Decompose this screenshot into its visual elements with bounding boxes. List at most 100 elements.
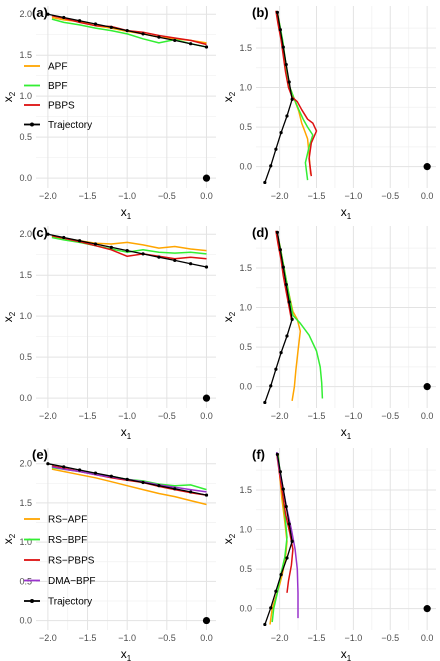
x-tick-label: −2.0 — [39, 411, 57, 421]
series-trajectory-point — [278, 248, 282, 252]
x-tick-label: −1.5 — [308, 411, 326, 421]
x-tick-label: −1.0 — [118, 411, 136, 421]
y-tick-label: 0.0 — [239, 382, 252, 392]
series-trajectory-point — [278, 470, 282, 474]
y-tick-label: 0.0 — [19, 173, 32, 183]
series-trajectory-point — [157, 35, 161, 39]
y-tick-label: 1.5 — [239, 485, 252, 495]
series-trajectory-point — [93, 22, 98, 26]
series-trajectory-point — [78, 19, 82, 23]
series-trajectory-point — [141, 32, 145, 36]
series-trajectory-point — [204, 265, 209, 269]
series-trajectory-point — [279, 573, 283, 577]
series-trajectory-point — [275, 10, 279, 14]
series-trajectory-point — [62, 465, 66, 469]
series-trajectory-point — [125, 248, 129, 253]
legend-key-point — [30, 599, 34, 603]
series-trajectory-point — [279, 351, 283, 355]
y-tick-label: 0.5 — [239, 342, 252, 352]
series-trajectory-point — [285, 334, 289, 338]
legend-key-point — [30, 122, 34, 127]
y-tick-label: 1.5 — [19, 50, 32, 60]
series-trajectory-point — [281, 45, 285, 49]
panel-3: −2.0 −1.5 −1.0 −0.5 0.0 0.0 0.5 1.0 1.5 2.0 x1 x2 (c… — [1, 225, 216, 441]
series-trajectory-point — [141, 252, 145, 256]
series-trajectory-point — [78, 239, 82, 243]
x-tick-label: −2.0 — [271, 411, 289, 421]
series-trajectory-point — [290, 97, 294, 101]
x-tick-label: 0.0 — [421, 633, 434, 643]
series-trajectory-point — [263, 400, 267, 405]
x-tick-label: −0.5 — [158, 633, 176, 643]
legend-label: RS−PBPS — [48, 556, 95, 567]
y-tick-label: 1.5 — [239, 43, 252, 53]
y-tick-label: 1.0 — [239, 83, 252, 93]
target-point — [202, 394, 211, 402]
series-rs-pbps-line — [275, 453, 294, 593]
y-axis-label-subscript: 2 — [228, 311, 237, 316]
series-bpf-line — [51, 236, 207, 255]
series-trajectory-point — [285, 114, 289, 118]
series-trajectory-point — [279, 131, 283, 135]
legend-label: Trajectory — [48, 120, 92, 131]
series-trajectory-point — [281, 487, 285, 491]
series-trajectory-point — [46, 462, 50, 466]
series-trajectory-point — [125, 477, 129, 481]
series-trajectory-point — [204, 45, 209, 49]
y-tick-label: 0.0 — [19, 616, 32, 626]
x-axis-label-subscript: 1 — [127, 212, 132, 221]
series-trajectory-point — [274, 367, 278, 371]
panel-label: (f) — [252, 447, 265, 462]
y-axis-label: x2 — [221, 533, 237, 544]
series-trajectory-point — [173, 38, 177, 43]
y-axis-label-subscript: 2 — [228, 91, 237, 96]
y-tick-label: 0.0 — [239, 604, 252, 614]
target-point — [423, 383, 431, 391]
series-trajectory-point — [290, 539, 294, 543]
series-trajectory-point — [109, 245, 113, 249]
series-trajectory-point — [290, 317, 294, 321]
x-tick-label: −1.5 — [79, 191, 97, 201]
series-trajectory-point — [141, 480, 145, 485]
series-pbps-line — [275, 10, 318, 177]
y-axis-label: x2 — [221, 91, 237, 102]
series-trajectory-point — [78, 468, 82, 472]
x-tick-label: 0.0 — [421, 191, 434, 201]
series-trajectory-line — [264, 12, 293, 183]
x-axis-label: x1 — [121, 425, 132, 441]
y-tick-label: 0.5 — [239, 564, 252, 574]
x-tick-label: −1.5 — [308, 191, 326, 201]
panel-label: (b) — [252, 5, 269, 20]
y-axis-label-subscript: 2 — [8, 91, 17, 96]
y-axis-label: x2 — [1, 311, 17, 322]
x-tick-label: −2.0 — [271, 191, 289, 201]
panel-label: (a) — [32, 5, 48, 20]
y-tick-label: 1.0 — [239, 525, 252, 535]
series-trajectory-point — [284, 504, 288, 509]
series-trajectory-point — [109, 474, 113, 478]
series-trajectory-point — [93, 471, 98, 475]
y-tick-label: 1.0 — [239, 303, 252, 313]
series-trajectory-point — [287, 80, 291, 84]
x-axis-label: x1 — [341, 425, 352, 441]
target-point — [423, 605, 431, 613]
x-tick-label: 0.0 — [200, 191, 213, 201]
y-axis-label: x2 — [221, 311, 237, 322]
x-tick-label: −0.5 — [381, 633, 399, 643]
y-tick-label: 2.0 — [19, 229, 32, 239]
series-trajectory-point — [285, 556, 289, 560]
series-trajectory-point — [287, 300, 291, 304]
series-trajectory-point — [269, 606, 273, 610]
y-axis-label: x2 — [1, 533, 17, 544]
x-tick-label: −2.0 — [39, 191, 57, 201]
panel-label: (d) — [252, 225, 269, 240]
series-trajectory-point — [125, 28, 129, 33]
series-trajectory-point — [284, 62, 288, 67]
series-trajectory-line — [264, 454, 293, 625]
x-tick-label: −2.0 — [271, 633, 289, 643]
legend-label: BPF — [48, 81, 67, 92]
x-tick-label: −0.5 — [158, 191, 176, 201]
series-trajectory-point — [274, 147, 278, 151]
y-tick-label: 1.0 — [19, 91, 32, 101]
